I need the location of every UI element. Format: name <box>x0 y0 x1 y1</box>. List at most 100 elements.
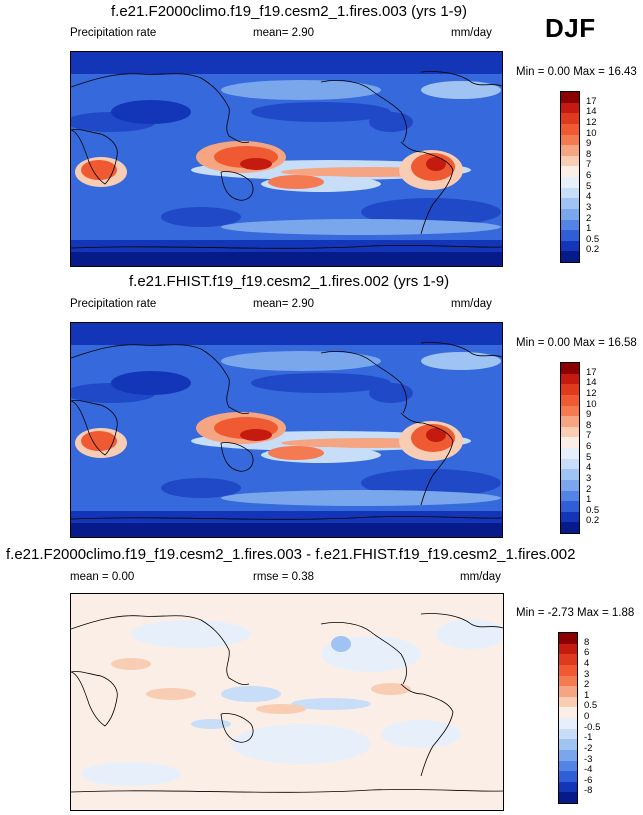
colorbar-tick-label: 3 <box>586 472 592 484</box>
panel-2-map <box>70 322 503 538</box>
colorbar-segment <box>561 394 579 406</box>
colorbar-segment <box>559 728 577 740</box>
colorbar-tick-label: 4 <box>584 657 590 669</box>
colorbar-segment <box>561 166 579 177</box>
colorbar-tick-label: 14 <box>586 377 597 389</box>
colorbar-segment <box>561 458 579 470</box>
colorbar-tick-label: 5 <box>586 180 592 192</box>
colorbar-segment <box>561 123 579 135</box>
colorbar-segment <box>561 373 579 385</box>
colorbar-tick-label: 2 <box>586 483 592 495</box>
colorbar-segment <box>559 760 577 772</box>
colorbar-segment <box>561 240 579 252</box>
colorbar-segment <box>559 707 577 718</box>
colorbar-tick-label: -4 <box>584 764 593 776</box>
colorbar-segment <box>559 771 577 782</box>
colorbar-tick-label: 1 <box>586 223 592 235</box>
panel-3-minmax: Min = -2.73 Max = 1.88 <box>516 607 635 619</box>
panel-2-precip-field <box>71 323 502 537</box>
colorbar-segment <box>561 522 579 533</box>
colorbar-tick-label: 10 <box>586 127 597 139</box>
colorbar-tick-label: 0 <box>584 711 590 722</box>
colorbar-tick-label: -3 <box>584 753 593 765</box>
colorbar-segment <box>559 749 577 761</box>
colorbar-segment <box>561 437 579 448</box>
panel-2-colorbar-segments <box>560 362 580 534</box>
panel-2-mean: mean= 2.90 <box>253 298 315 310</box>
colorbar-tick-label: 6 <box>586 170 592 181</box>
colorbar-tick-label: 7 <box>586 159 592 171</box>
colorbar-segment <box>561 511 579 523</box>
colorbar-segment <box>561 187 579 199</box>
colorbar-tick-label: 3 <box>586 201 592 213</box>
colorbar-tick-label: 12 <box>586 116 597 128</box>
colorbar-tick-label: 2 <box>584 679 590 691</box>
colorbar-segment <box>561 479 579 491</box>
colorbar-segment <box>561 198 579 209</box>
colorbar-tick-label: 1 <box>584 689 590 701</box>
colorbar-segment <box>559 739 577 750</box>
colorbar-segment <box>561 230 579 241</box>
panel-1-variable-label: Precipitation rate <box>70 27 157 39</box>
colorbar-segment <box>559 643 577 655</box>
colorbar-segment <box>561 251 579 262</box>
panel-1-title: f.e21.F2000climo.f19_f19.cesm2_1.fires.0… <box>111 3 468 20</box>
colorbar-segment <box>561 208 579 220</box>
colorbar-tick-label: -1 <box>584 732 593 744</box>
colorbar-tick-label: 14 <box>586 106 597 118</box>
colorbar-segment <box>561 501 579 512</box>
colorbar-segment <box>561 155 579 167</box>
colorbar-tick-label: 8 <box>584 636 590 648</box>
colorbar-segment <box>561 102 579 114</box>
colorbar-segment <box>561 177 579 188</box>
colorbar-segment <box>561 92 579 103</box>
panel-3-mean: mean = 0.00 <box>70 571 135 583</box>
colorbar-tick-label: 3 <box>584 668 590 680</box>
panel-1-precip-field <box>71 52 502 266</box>
colorbar-tick-label: 4 <box>586 191 592 203</box>
colorbar-tick-label: 9 <box>586 138 592 150</box>
colorbar-segment <box>561 416 579 427</box>
colorbar-tick-label: 1 <box>586 494 592 506</box>
colorbar-segment <box>559 696 577 708</box>
colorbar-segment <box>561 448 579 459</box>
colorbar-segment <box>561 405 579 417</box>
colorbar-tick-label: 0.2 <box>586 515 600 527</box>
panel-3-map <box>70 593 504 811</box>
colorbar-tick-label: 0.5 <box>586 504 600 516</box>
colorbar-tick-label: 8 <box>586 419 592 431</box>
panel-2-units: mm/day <box>451 298 492 310</box>
colorbar-tick-label: 4 <box>586 462 592 474</box>
colorbar-segment <box>561 113 579 124</box>
panel-1-colorbar-segments <box>560 91 580 263</box>
colorbar-tick-label: -6 <box>584 774 593 786</box>
colorbar-tick-label: 6 <box>584 647 590 659</box>
colorbar-tick-label: 0.2 <box>586 244 600 256</box>
panel-3-difference-field <box>71 594 503 810</box>
colorbar-segment <box>559 664 577 676</box>
panel-1-mean: mean= 2.90 <box>253 27 315 39</box>
colorbar-segment <box>561 219 579 231</box>
colorbar-segment <box>559 686 577 697</box>
panel-3-units: mm/day <box>460 571 501 583</box>
colorbar-tick-label: 6 <box>586 441 592 452</box>
colorbar-segment <box>561 145 579 156</box>
colorbar-segment <box>559 718 577 729</box>
colorbar-tick-label: -0.5 <box>584 721 601 733</box>
panel-3-rmse: rmse = 0.38 <box>253 571 315 583</box>
colorbar-tick-label: 8 <box>586 148 592 160</box>
panel-1-map <box>70 51 503 267</box>
colorbar-segment <box>559 654 577 665</box>
colorbar-tick-label: -2 <box>584 742 593 754</box>
panel-3-title: f.e21.F2000climo.f19_f19.cesm2_1.fires.0… <box>6 546 576 563</box>
colorbar-segment <box>559 781 577 793</box>
colorbar-tick-label: 7 <box>586 430 592 442</box>
colorbar-segment <box>559 792 577 803</box>
colorbar-tick-label: 17 <box>586 95 597 107</box>
colorbar-tick-label: 17 <box>586 366 597 378</box>
panel-1-minmax: Min = 0.00 Max = 16.43 <box>516 66 637 78</box>
panel-3-colorbar-segments <box>558 632 578 804</box>
colorbar-segment <box>559 633 577 644</box>
panel-2-variable-label: Precipitation rate <box>70 298 157 310</box>
panel-2-minmax: Min = 0.00 Max = 16.58 <box>516 337 637 349</box>
